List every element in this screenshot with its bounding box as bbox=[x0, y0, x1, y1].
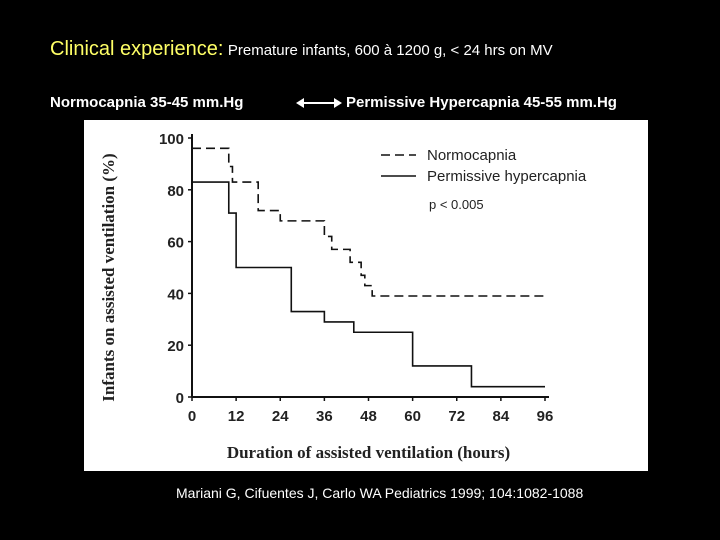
x-tick-label: 84 bbox=[493, 408, 510, 425]
normocapnia-range-label: Normocapnia 35-45 mm.Hg bbox=[50, 94, 244, 111]
x-tick-label: 0 bbox=[188, 408, 196, 425]
x-tick-label: 72 bbox=[448, 408, 465, 425]
hypercapnia-range-label: Permissive Hypercapnia 45-55 mm.Hg bbox=[346, 94, 617, 111]
x-tick-label: 36 bbox=[316, 408, 333, 425]
x-axis-label: Duration of assisted ventilation (hours) bbox=[227, 443, 510, 462]
y-tick-label: 80 bbox=[167, 183, 184, 200]
y-tick-label: 40 bbox=[167, 286, 184, 303]
y-tick-label: 100 bbox=[159, 131, 184, 148]
slide-title-subtitle: Premature infants, 600 à 1200 g, < 24 hr… bbox=[227, 42, 553, 59]
p-value-annotation: p < 0.005 bbox=[429, 197, 484, 212]
x-tick-label: 12 bbox=[228, 408, 245, 425]
x-tick-label: 60 bbox=[404, 408, 421, 425]
survival-chart: 0 20 40 60 80 100 0 12 24 36 48 60 72 84 96 Duration of… bbox=[99, 131, 587, 462]
slide-title-main: Clinical experience: bbox=[50, 38, 224, 60]
x-tick-label: 24 bbox=[272, 408, 289, 425]
chart-panel: 0 20 40 60 80 100 0 12 24 36 48 60 72 84 96 Duration of… bbox=[84, 120, 648, 471]
series-line-normocapnia bbox=[192, 147, 545, 297]
legend-label: Permissive hypercapnia bbox=[427, 168, 587, 185]
y-tick-label: 20 bbox=[167, 338, 184, 355]
series-line-permissive-hypercapnia bbox=[192, 181, 545, 388]
slide-title: Clinical experience: Premature infants, … bbox=[50, 38, 553, 61]
x-tick-label: 96 bbox=[537, 408, 554, 425]
double-arrow-icon bbox=[296, 98, 342, 108]
y-tick-label: 60 bbox=[167, 235, 184, 252]
y-axis-label: Infants on assisted ventilation (%) bbox=[99, 153, 118, 401]
legend-label: Normocapnia bbox=[427, 147, 517, 164]
y-tick-label: 0 bbox=[176, 390, 184, 407]
x-tick-label: 48 bbox=[360, 408, 377, 425]
citation: Mariani G, Cifuentes J, Carlo WA Pediatr… bbox=[176, 485, 584, 501]
